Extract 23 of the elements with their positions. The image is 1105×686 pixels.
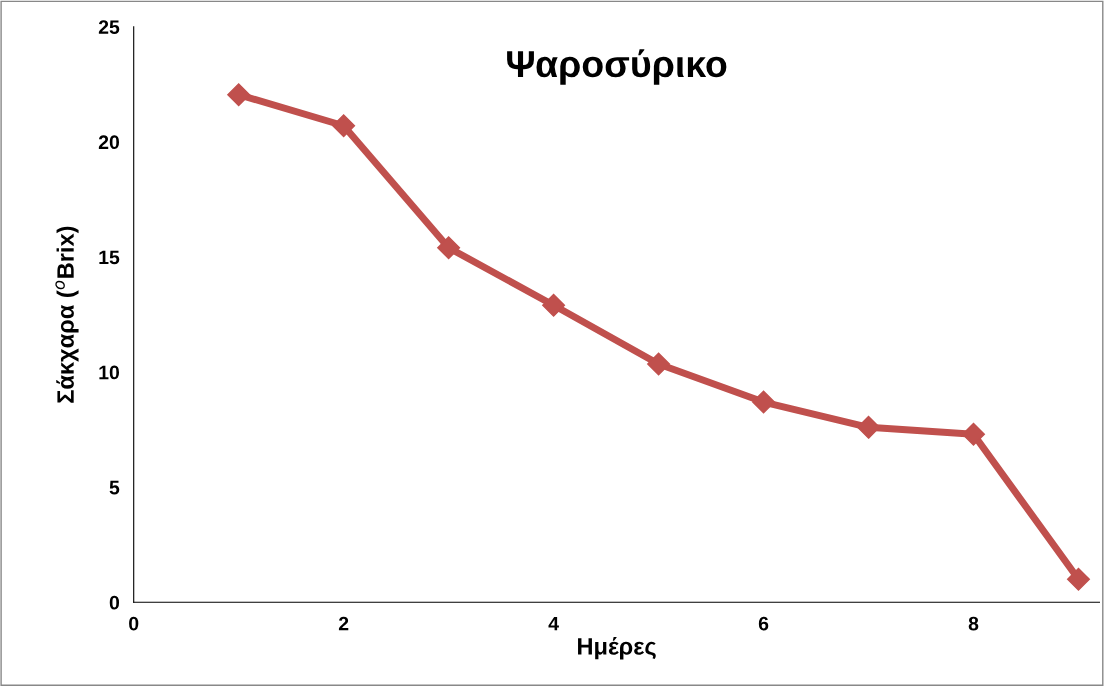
point [227,83,251,107]
x-tick-label: 4 [548,616,559,631]
x-axis-title: Ημέρες [578,637,656,660]
y-tick-label: 10 [99,365,120,380]
point [962,422,986,446]
x-tick-label: 6 [758,616,769,631]
point [647,352,671,376]
text: Ψαροσύρικο [507,49,727,85]
point [1066,567,1090,591]
point [437,236,461,260]
x-tick-label: 8 [968,616,979,631]
point [752,390,776,414]
y-axis-title: Σάκχαρα ($^{o}$Brix) [55,226,79,403]
y-tick-label: 0 [109,595,120,610]
x-tick-label: 2 [338,616,349,631]
y-tick-label: 20 [98,135,120,150]
point [857,415,881,439]
point [332,114,356,138]
point [542,293,566,317]
y-tick-label: 5 [109,480,120,495]
x-tick-label: 0 [129,616,139,631]
y-tick-label: 15 [99,250,120,265]
y-tick-label: 25 [98,20,120,34]
